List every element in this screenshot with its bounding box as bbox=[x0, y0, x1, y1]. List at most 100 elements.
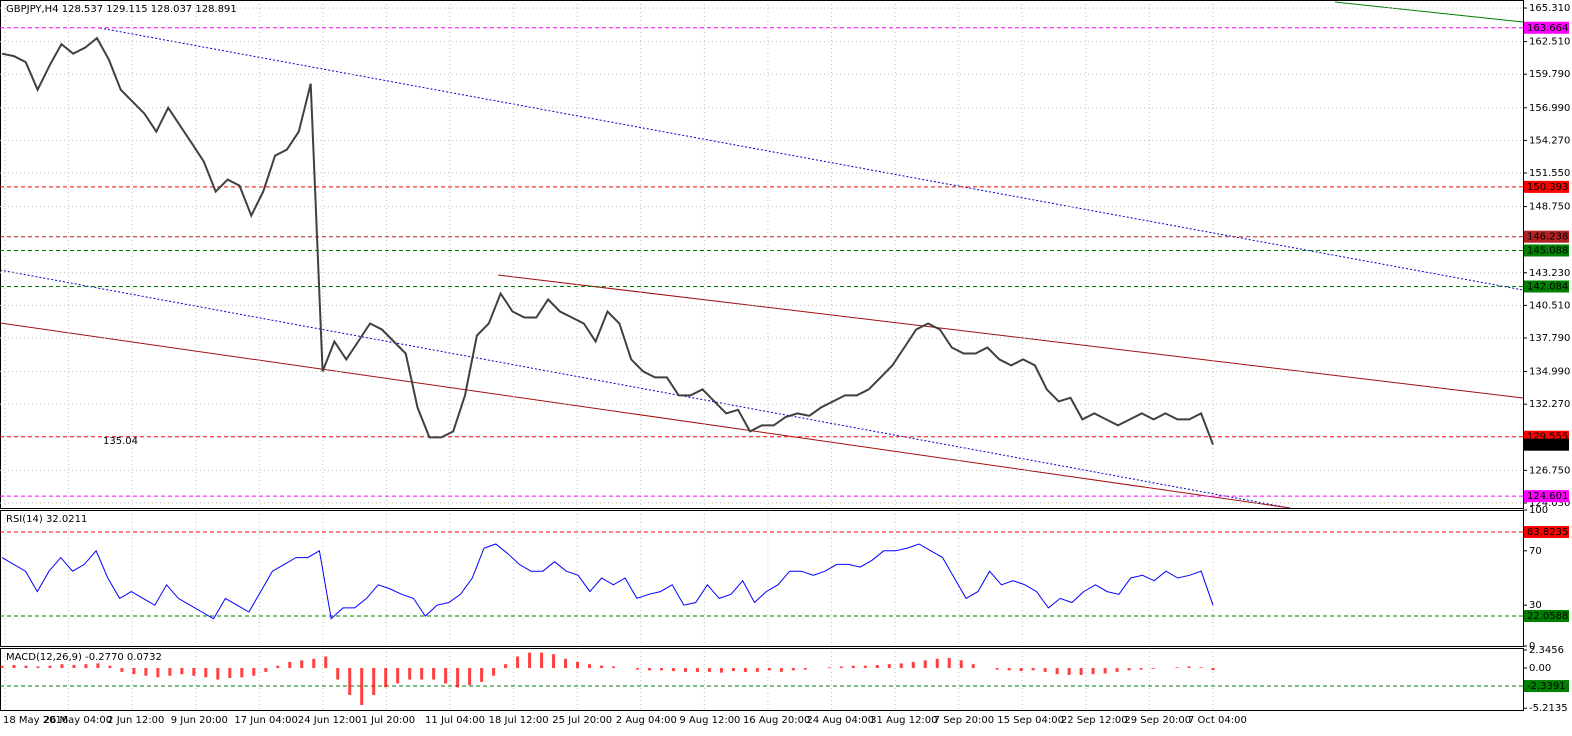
x-tick-label: 15 Sep 04:00 bbox=[997, 715, 1064, 726]
level-label-box bbox=[1524, 610, 1569, 623]
histogram-bar bbox=[0, 665, 4, 669]
histogram-bar bbox=[959, 660, 963, 669]
histogram-bar bbox=[1043, 668, 1047, 672]
x-tick-label: 7 Oct 04:00 bbox=[1188, 715, 1247, 726]
level-label: 146.238 bbox=[1527, 232, 1568, 243]
histogram-bar bbox=[528, 652, 532, 669]
histogram-bar bbox=[600, 665, 604, 669]
histogram-bar bbox=[492, 668, 496, 676]
histogram-bar bbox=[1079, 668, 1083, 675]
histogram-bar bbox=[1139, 668, 1143, 670]
histogram-bar bbox=[408, 668, 412, 680]
trend-lines bbox=[0, 1, 1524, 509]
histogram-bar bbox=[264, 668, 268, 672]
histogram-bar bbox=[1115, 668, 1119, 672]
y-tick-label: 162.510 bbox=[1529, 37, 1570, 48]
level-label: 150.393 bbox=[1527, 182, 1568, 193]
y-tick-label: 124.030 bbox=[1529, 498, 1570, 509]
x-tick-label: 9 Aug 12:00 bbox=[679, 715, 740, 726]
level-label-box bbox=[1524, 526, 1569, 539]
histogram-bar bbox=[372, 668, 376, 695]
x-tick-label: 17 Jun 04:00 bbox=[234, 715, 298, 726]
level-label: 129.555 bbox=[1527, 432, 1568, 443]
x-tick-label: 2 Aug 04:00 bbox=[616, 715, 677, 726]
histogram-bar bbox=[635, 668, 639, 670]
x-tick-label: 1 Jul 20:00 bbox=[361, 715, 415, 726]
histogram-bar bbox=[324, 656, 328, 669]
histogram-bar bbox=[1103, 668, 1107, 674]
x-tick-label: 18 Jul 12:00 bbox=[489, 715, 549, 726]
histogram-bar bbox=[516, 656, 520, 669]
x-tick-label: 29 Sep 20:00 bbox=[1124, 715, 1191, 726]
y-tick-label: 154.270 bbox=[1529, 135, 1570, 146]
y-tick-label: 137.790 bbox=[1529, 333, 1570, 344]
histogram-bar bbox=[120, 668, 124, 672]
histogram-bar bbox=[731, 668, 735, 672]
series-line bbox=[1, 543, 1214, 620]
y-tick-label: 100 bbox=[1529, 505, 1548, 516]
histogram-bar bbox=[240, 668, 244, 678]
histogram-bar bbox=[96, 663, 100, 669]
histogram-bar bbox=[540, 652, 544, 669]
y-tick-label: 126.750 bbox=[1529, 465, 1570, 476]
histogram-bar bbox=[252, 668, 256, 676]
histogram-bar bbox=[564, 658, 568, 669]
panel-frame bbox=[0, 510, 1524, 647]
histogram-bar bbox=[995, 668, 999, 670]
x-tick-label: 31 Aug 12:00 bbox=[870, 715, 937, 726]
y-tick-label: 70 bbox=[1529, 546, 1542, 557]
histogram-bar bbox=[504, 664, 508, 669]
histogram-bar bbox=[72, 664, 76, 669]
x-tick-label: 25 Jul 20:00 bbox=[552, 715, 612, 726]
level-label-box bbox=[1524, 230, 1569, 243]
level-label-box bbox=[1524, 280, 1569, 293]
trend-line bbox=[99, 27, 1524, 291]
level-label-box bbox=[1524, 244, 1569, 257]
histogram-bar bbox=[360, 668, 364, 705]
histogram-bar bbox=[971, 664, 975, 669]
histogram-bar bbox=[611, 666, 615, 669]
histogram-bar bbox=[863, 665, 867, 669]
histogram-bar bbox=[396, 668, 400, 684]
histogram-bar bbox=[192, 668, 196, 676]
histogram-bar bbox=[444, 668, 448, 684]
histogram-bar bbox=[480, 668, 484, 682]
x-tick-label: 16 Aug 20:00 bbox=[743, 715, 810, 726]
histogram-bar bbox=[1019, 668, 1023, 672]
histogram-bar bbox=[839, 666, 843, 669]
level-label: 128.891 bbox=[1527, 440, 1568, 451]
histogram-bar bbox=[1151, 668, 1155, 669]
trend-line bbox=[1334, 1, 1524, 23]
histogram-bar bbox=[875, 664, 879, 669]
histogram-bar bbox=[707, 668, 711, 672]
histogram-bar bbox=[1211, 668, 1215, 671]
x-tick-label: 7 Sep 20:00 bbox=[934, 715, 994, 726]
x-tick-label: 2 Jun 12:00 bbox=[107, 715, 164, 726]
histogram-bar bbox=[659, 668, 663, 671]
histogram-bar bbox=[1187, 666, 1191, 669]
histogram-bar bbox=[180, 668, 184, 675]
histogram-bar bbox=[48, 665, 52, 669]
y-tick-label: 134.990 bbox=[1529, 367, 1570, 378]
histogram-bar bbox=[456, 668, 460, 688]
histogram-bar bbox=[647, 668, 651, 671]
histogram-bar bbox=[588, 664, 592, 669]
level-label: 83.8235 bbox=[1527, 527, 1568, 538]
histogram-bar bbox=[755, 668, 759, 672]
y-tick-label: 30 bbox=[1529, 600, 1542, 611]
histogram-bar bbox=[1175, 667, 1179, 669]
y-tick-label: 2.3456 bbox=[1529, 645, 1564, 656]
histogram-bar bbox=[24, 665, 28, 669]
histogram-bar bbox=[204, 668, 208, 678]
level-label-box bbox=[1524, 180, 1569, 193]
level-label-box bbox=[1524, 490, 1569, 503]
level-label: 142.084 bbox=[1527, 282, 1568, 293]
histogram-bar bbox=[695, 668, 699, 672]
histogram-bar bbox=[911, 661, 915, 669]
y-tick-label: 140.510 bbox=[1529, 300, 1570, 311]
histogram-bar bbox=[276, 665, 280, 669]
y-tick-label: 0.00 bbox=[1529, 663, 1551, 674]
y-tick-label: 165.310 bbox=[1529, 3, 1570, 14]
histogram-bar bbox=[108, 665, 112, 669]
histogram-bar bbox=[144, 668, 148, 676]
